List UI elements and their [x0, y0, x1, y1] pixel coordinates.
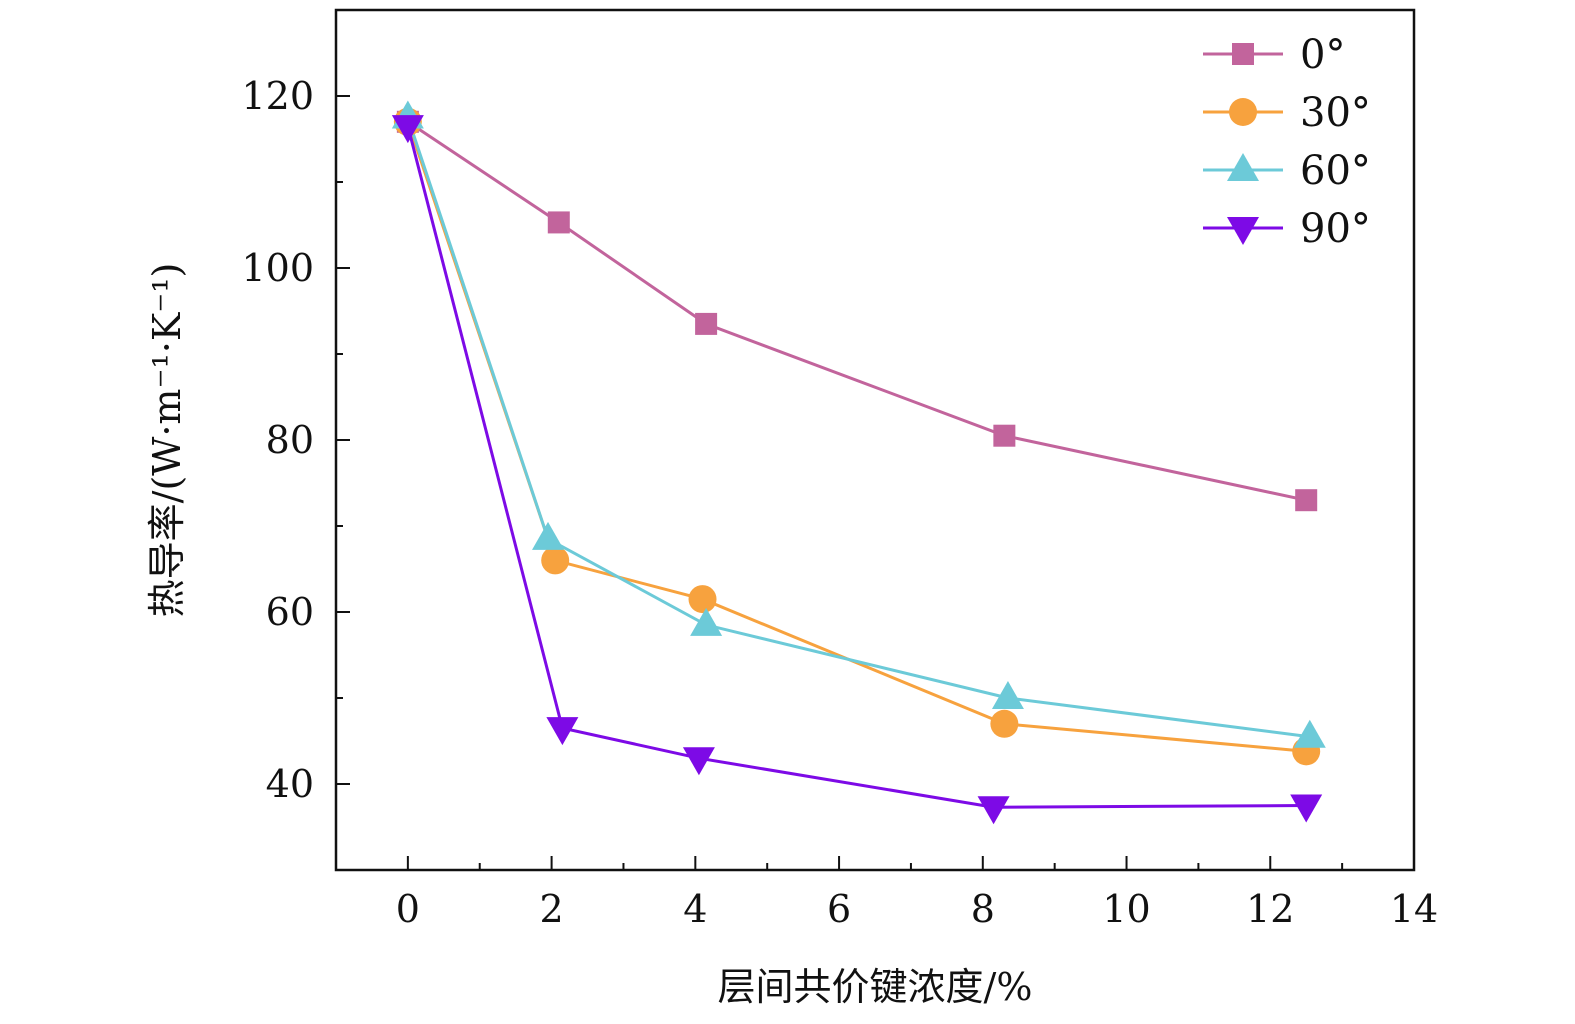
series-line-0 [407, 120, 1307, 502]
data-point [532, 521, 565, 550]
series-line-3 [406, 125, 1307, 809]
x-tick-label: 4 [683, 887, 707, 931]
legend: 0° 30° 60° 90° [1203, 32, 1371, 252]
data-point [695, 312, 718, 335]
y-tick-label: 100 [241, 246, 314, 290]
x-tick-label: 14 [1390, 887, 1438, 931]
y-axis-title: 热导率/(W·m⁻¹·K⁻¹) [145, 263, 189, 618]
series-lines [406, 117, 1310, 809]
data-point [547, 211, 570, 234]
legend-label: 90° [1300, 206, 1371, 252]
data-point [1290, 794, 1323, 823]
x-axis-title: 层间共价键浓度/% [718, 965, 1033, 1009]
y-tick-label: 80 [266, 418, 314, 462]
x-tick-label: 8 [971, 887, 995, 931]
axis-ticks: 0 2 4 6 8 10 12 14 40 60 80 100 120 [241, 9, 1438, 931]
data-point [993, 424, 1016, 447]
data-point [1293, 719, 1326, 748]
x-tick-label: 2 [540, 887, 564, 931]
data-point [682, 747, 715, 776]
data-point [690, 607, 723, 636]
data-point [541, 546, 570, 575]
x-tick-label: 6 [827, 887, 851, 931]
data-point [1295, 489, 1318, 512]
legend-marker [1227, 153, 1259, 181]
y-tick-label: 40 [266, 762, 314, 806]
data-point [391, 115, 424, 144]
legend-marker [1227, 217, 1259, 245]
data-point [977, 796, 1010, 825]
legend-marker [1229, 98, 1257, 126]
series-markers [391, 100, 1326, 825]
x-tick-label: 12 [1246, 887, 1294, 931]
y-tick-label: 60 [266, 590, 314, 634]
legend-label: 0° [1300, 32, 1345, 78]
legend-label: 30° [1300, 90, 1371, 136]
y-tick-label: 120 [241, 74, 314, 118]
data-point [546, 717, 579, 746]
data-point [990, 709, 1019, 738]
legend-marker [1232, 43, 1254, 65]
x-tick-label: 0 [396, 887, 420, 931]
plot-frame [334, 8, 1416, 872]
data-point [991, 681, 1024, 709]
x-tick-label: 10 [1102, 887, 1150, 931]
data-point [688, 585, 717, 614]
legend-label: 60° [1300, 148, 1371, 194]
